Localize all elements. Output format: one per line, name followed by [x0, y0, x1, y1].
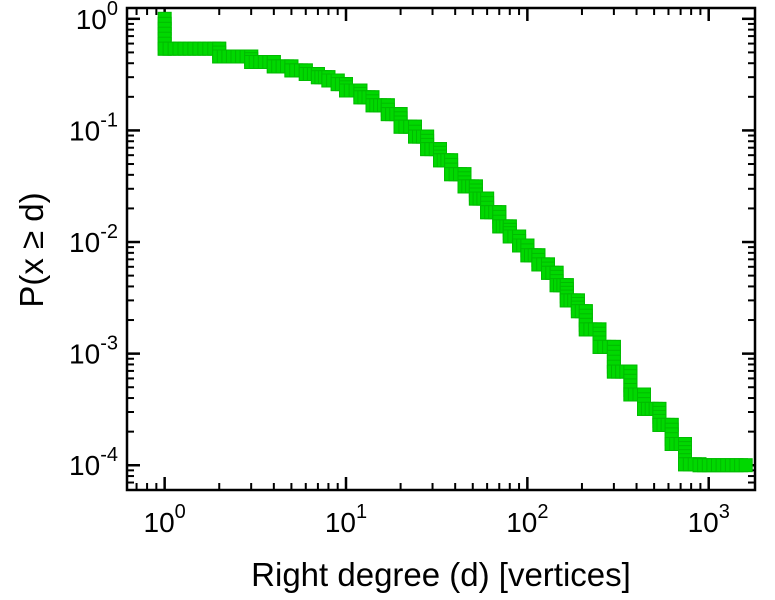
tick-label: 10-4 — [69, 444, 118, 481]
tick-label: 100 — [76, 0, 118, 35]
plot-frame — [125, 6, 757, 492]
data-point-marker — [738, 458, 753, 473]
tick-label: 10-3 — [69, 333, 118, 370]
tick-label: 103 — [688, 501, 730, 538]
tick-label: 10-1 — [69, 109, 118, 146]
data-markers — [157, 11, 753, 473]
x-axis-label: Right degree (d) [vertices] — [251, 556, 631, 593]
y-axis-label: P(x ≥ d) — [13, 192, 50, 308]
tick-label: 100 — [144, 501, 186, 538]
tick-label: 101 — [325, 501, 367, 538]
tick-label: 10-2 — [69, 221, 118, 258]
tick-labels: 100 101 102 103 100 10-1 10-2 10-3 10-4 — [69, 0, 730, 538]
tick-label: 102 — [506, 501, 548, 538]
